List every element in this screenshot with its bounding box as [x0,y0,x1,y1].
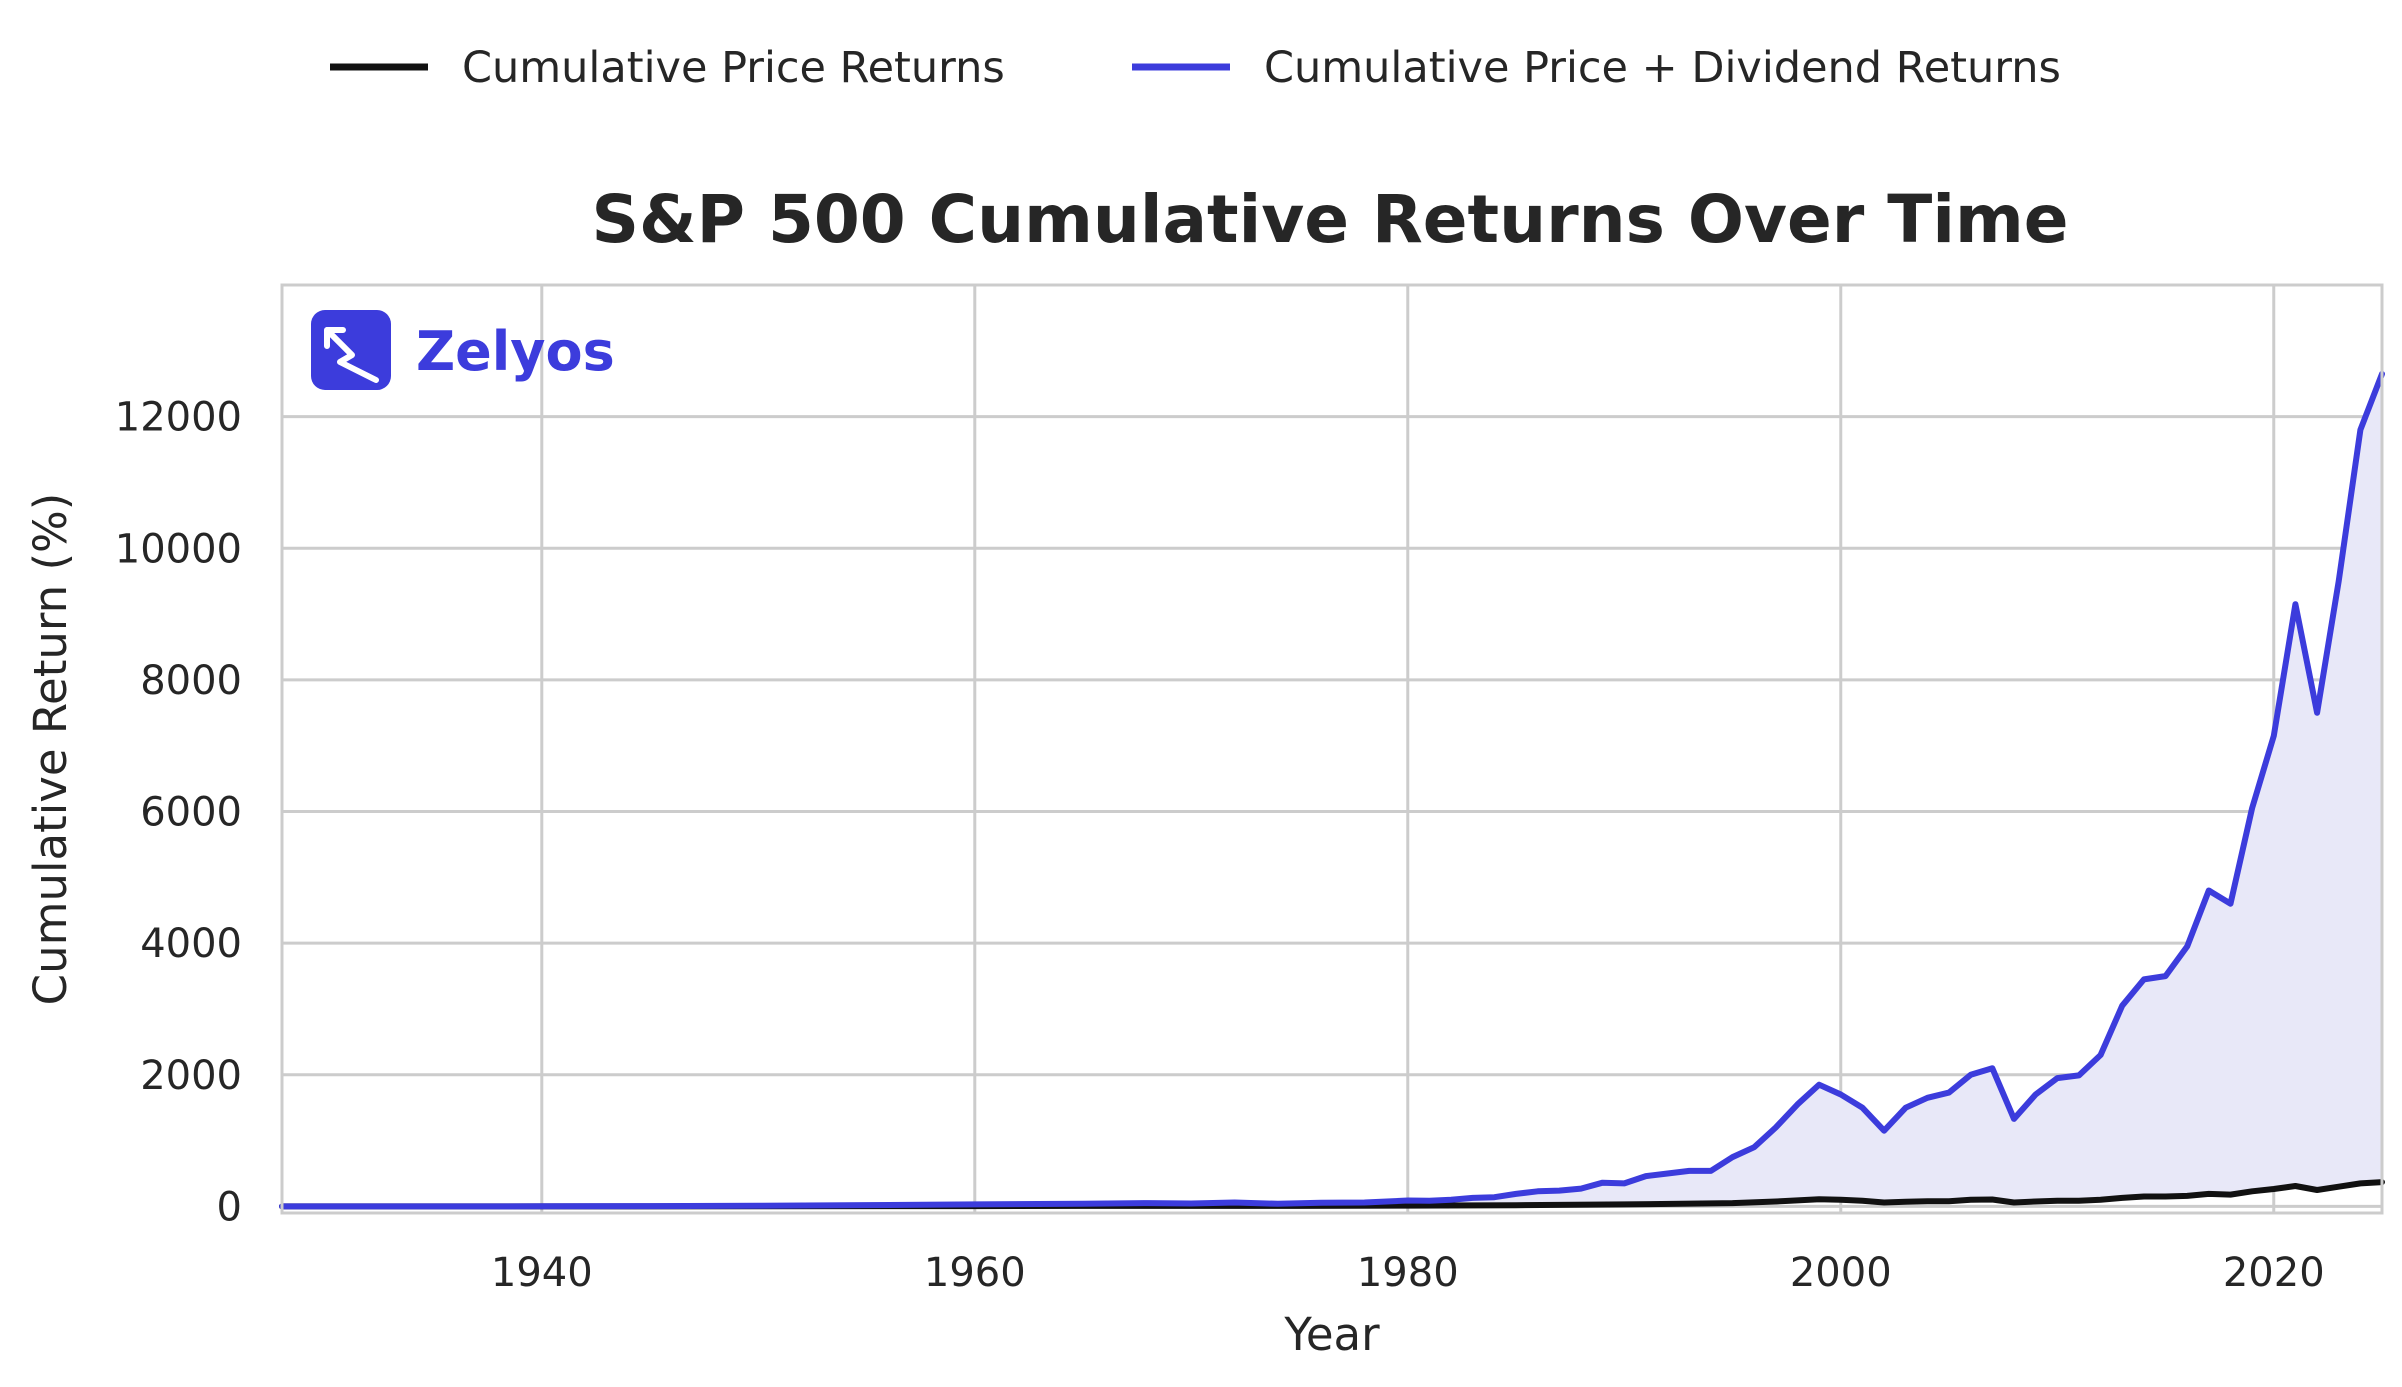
legend-label-price-dividend: Cumulative Price + Dividend Returns [1264,43,2061,93]
x-axis-label: Year [1283,1308,1380,1361]
y-tick-label: 6000 [140,790,242,836]
series-lines [279,370,2385,1210]
y-tick-label: 0 [217,1184,242,1230]
x-tick-label: 1980 [1357,1250,1459,1296]
brand-arrow-icon [324,327,379,383]
grid [282,285,2382,1213]
area-between-series [282,373,2382,1207]
y-tick-label: 8000 [140,658,242,704]
y-tick-label: 10000 [115,526,242,572]
x-tick-label: 1960 [924,1250,1026,1296]
brand-name: Zelyos [416,320,615,383]
y-tick-label: 2000 [140,1053,242,1099]
legend: Cumulative Price Returns Cumulative Pric… [330,43,2061,93]
x-tick-label: 2020 [2223,1250,2325,1296]
area-fill [282,373,2382,1207]
x-tick-label: 2000 [1790,1250,1892,1296]
y-tick-label: 12000 [115,395,242,441]
y-tick-label: 4000 [140,921,242,967]
line-price-returns [279,1179,2385,1210]
x-tick-label: 1940 [491,1250,593,1296]
ticks: 1940 1960 1980 2000 2020 0 2000 4000 6000 8000 100… [115,395,2325,1296]
y-axis-label: Cumulative Return (%) [24,493,77,1006]
legend-label-price: Cumulative Price Returns [462,43,1005,93]
line-price-dividend-returns [279,370,2385,1210]
brand-logo: Zelyos [311,310,615,390]
plot-frame [280,283,2384,1215]
chart-title: S&P 500 Cumulative Returns Over Time [592,181,2069,258]
